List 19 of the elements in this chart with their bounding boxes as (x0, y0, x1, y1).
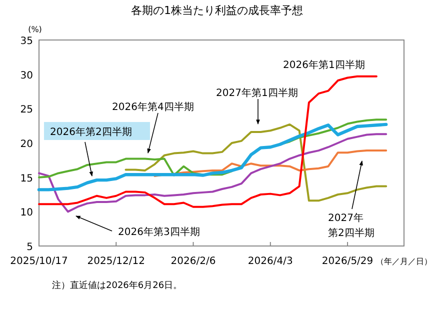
line-series (154, 150, 388, 177)
y-tick-label: 35 (20, 36, 33, 47)
x-axis-title: （年／月／日） (376, 257, 432, 266)
y-tick-label: 15 (20, 173, 33, 184)
y-tick-label: 30 (20, 70, 33, 82)
x-tick-label: 2026/4/3 (248, 256, 293, 267)
y-tick-label: 10 (20, 208, 33, 219)
x-tick-label: 2026/2/6 (170, 256, 216, 267)
x-tick-label: 2025/12/12 (87, 256, 145, 267)
x-tick-label: 2025/10/17 (10, 256, 68, 267)
y-tick-label: 20 (20, 139, 33, 150)
y-axis-title: (%) (28, 25, 42, 34)
y-tick-label: 5 (26, 242, 33, 253)
text: 注）直近値は2026年6月26日。 (52, 280, 182, 291)
line-series (38, 75, 378, 208)
chart-title: 各期の1株当たり利益の成長率予想 (131, 4, 303, 17)
x-tick-label: 2026/5/29 (322, 256, 374, 267)
line-series (37, 122, 388, 192)
y-tick-label: 25 (20, 104, 33, 116)
